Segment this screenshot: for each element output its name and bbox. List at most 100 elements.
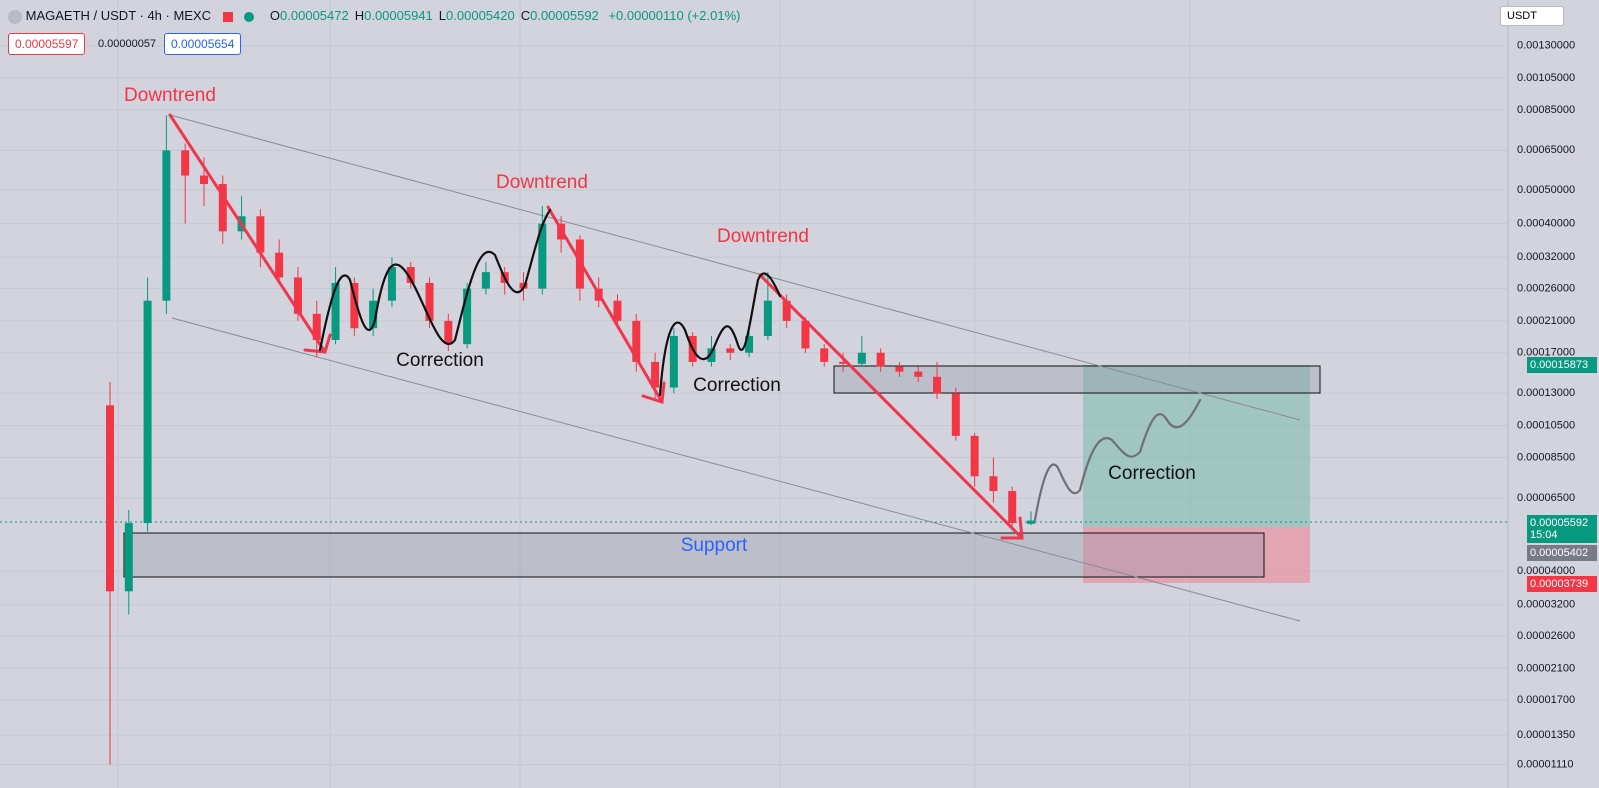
candle-body xyxy=(857,352,866,364)
y-tick-label: 0.00032000 xyxy=(1517,251,1575,263)
candle-body xyxy=(143,300,152,524)
y-tick-label: 0.00002100 xyxy=(1517,662,1575,674)
change: +0.00000110 (+2.01%) xyxy=(608,8,741,23)
annotation: Downtrend xyxy=(124,85,216,106)
y-tick-label: 0.00065000 xyxy=(1517,144,1575,156)
flag xyxy=(222,11,233,22)
candle-body xyxy=(350,282,359,329)
candle-body xyxy=(106,405,114,592)
y-tick-label: 0.00017000 xyxy=(1517,347,1575,359)
drawings xyxy=(168,113,1202,540)
y-tick-label: 0.00040000 xyxy=(1517,218,1575,230)
candle-body xyxy=(463,288,472,345)
y-tick-label: 0.00050000 xyxy=(1517,184,1575,196)
wave xyxy=(318,208,552,352)
candle-body xyxy=(763,300,772,336)
y-tick-label: 0.00002600 xyxy=(1517,630,1575,642)
candle-body xyxy=(839,361,848,364)
sell-button[interactable]: 0.00005597 xyxy=(8,33,86,55)
candle-body xyxy=(293,277,302,314)
header: MAGAETH / USDT · 4h · MEXC O0.00005472 H0… xyxy=(8,8,740,24)
support-box xyxy=(123,532,1265,578)
buy-button[interactable]: 0.00005654 xyxy=(164,33,242,55)
candle-body xyxy=(970,435,979,477)
ohlc-value: 0.00005592 xyxy=(530,8,599,23)
stop-zone xyxy=(1083,527,1310,583)
grid xyxy=(0,0,1508,788)
ohlc: O0.00005472 H0.00005941 L0.00005420 C0.0000… xyxy=(270,8,605,23)
candle-body xyxy=(876,352,885,367)
annotation: Correction xyxy=(693,375,781,396)
candle-body xyxy=(256,216,265,253)
symbol: MAGAETH / USDT · 4h · MEXC xyxy=(25,8,212,23)
annotation: Correction xyxy=(396,350,484,371)
annotation: Downtrend xyxy=(717,226,809,247)
candle-body xyxy=(1027,520,1035,524)
spread: 0.00000057 xyxy=(98,38,157,50)
candle-body xyxy=(914,371,923,377)
candle-body xyxy=(632,320,641,362)
candle-body xyxy=(199,175,208,185)
candle-body xyxy=(162,150,171,301)
last-label: 0.00005592 15:04 xyxy=(1527,515,1597,543)
candle-body xyxy=(425,282,434,321)
ohlc-value: 0.00005472 xyxy=(280,8,349,23)
candle-body xyxy=(406,267,415,283)
y-tick-label: 0.00004000 xyxy=(1517,565,1575,577)
y-tick-label: 0.00130000 xyxy=(1517,40,1575,52)
countdown: 15:04 xyxy=(1530,529,1558,541)
target-label: 0.00015873 xyxy=(1527,357,1597,373)
low-label: 0.00005402 xyxy=(1527,545,1597,561)
y-tick-label: 0.00010500 xyxy=(1517,419,1575,431)
candle-body xyxy=(124,523,133,592)
y-tick-label: 0.00085000 xyxy=(1517,104,1575,116)
annotation: Support xyxy=(681,535,748,556)
ohlc-key: L xyxy=(438,8,447,23)
logo xyxy=(8,9,22,24)
candle-body xyxy=(933,376,942,394)
candle-body xyxy=(369,300,378,329)
y-tick-label: 0.00021000 xyxy=(1517,315,1575,327)
arrow xyxy=(758,273,1024,540)
candle-body xyxy=(989,476,998,492)
currency-select[interactable]: USDT xyxy=(1500,6,1564,26)
candle-body xyxy=(613,300,622,321)
last-price: 0.00005592 xyxy=(1530,517,1589,529)
wave xyxy=(658,272,782,397)
candle-body xyxy=(651,361,660,388)
candle-body xyxy=(1008,491,1017,524)
stop-label: 0.00003739 xyxy=(1527,576,1597,592)
y-tick-label: 0.00026000 xyxy=(1517,283,1575,295)
candles xyxy=(106,115,1035,765)
y-tick-label: 0.00006500 xyxy=(1517,492,1575,504)
candle-body xyxy=(538,223,547,289)
candle-body xyxy=(782,300,791,321)
candle-body xyxy=(895,366,904,372)
candle-body xyxy=(444,320,453,345)
annotation: Downtrend xyxy=(496,172,588,193)
candle-body xyxy=(312,313,321,340)
y-tick-label: 0.00001700 xyxy=(1517,694,1575,706)
ohlc-key: C xyxy=(520,8,531,23)
candle-body xyxy=(481,272,490,289)
ohlc-value: 0.00005420 xyxy=(446,8,515,23)
candle-body xyxy=(707,348,716,362)
y-tick-label: 0.00003200 xyxy=(1517,599,1575,611)
channel-top xyxy=(169,114,1301,421)
projection xyxy=(1033,398,1202,522)
candle-body xyxy=(669,335,678,388)
y-tick-label: 0.00001350 xyxy=(1517,729,1575,741)
arrow xyxy=(546,205,666,404)
candle-body xyxy=(801,320,810,349)
y-tick-label: 0.00013000 xyxy=(1517,387,1575,399)
price-axis: 0.00130000 0.00105000 0.00085000 0.00065000… xyxy=(1517,40,1575,771)
y-tick-label: 0.00008500 xyxy=(1517,451,1575,463)
ohlc-value: 0.00005941 xyxy=(364,8,433,23)
arrow xyxy=(168,113,332,354)
candle-body xyxy=(387,267,396,301)
candle-body xyxy=(726,348,735,353)
candle-body xyxy=(745,335,754,353)
annotation: Correction xyxy=(1108,463,1196,484)
